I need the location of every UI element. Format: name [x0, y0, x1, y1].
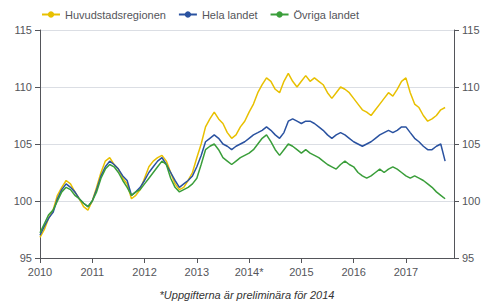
svg-text:2012: 2012	[132, 266, 156, 278]
svg-text:2017: 2017	[394, 266, 418, 278]
svg-text:105: 105	[14, 138, 32, 150]
svg-text:*Uppgifterna är preliminära fö: *Uppgifterna är preliminära för 2014	[160, 289, 335, 301]
svg-text:Övriga landet: Övriga landet	[294, 9, 359, 21]
svg-text:2016: 2016	[341, 266, 365, 278]
svg-text:95: 95	[462, 252, 474, 264]
svg-text:2011: 2011	[80, 266, 104, 278]
svg-text:110: 110	[14, 81, 32, 93]
svg-text:2015: 2015	[289, 266, 313, 278]
svg-text:Hela landet: Hela landet	[202, 9, 258, 21]
svg-text:105: 105	[462, 138, 480, 150]
svg-text:Huvudstadsregionen: Huvudstadsregionen	[65, 9, 166, 21]
svg-text:115: 115	[462, 24, 480, 36]
svg-text:100: 100	[462, 195, 480, 207]
svg-text:2010: 2010	[28, 266, 52, 278]
svg-text:95: 95	[20, 252, 32, 264]
svg-text:115: 115	[14, 24, 32, 36]
svg-text:2014*: 2014*	[235, 266, 264, 278]
svg-text:110: 110	[462, 81, 480, 93]
svg-text:2013: 2013	[185, 266, 209, 278]
svg-text:100: 100	[14, 195, 32, 207]
